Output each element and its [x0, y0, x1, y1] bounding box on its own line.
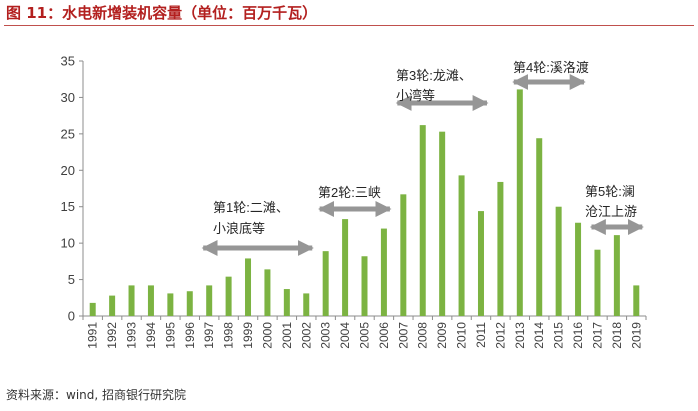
- x-tick-label: 2011: [474, 322, 488, 348]
- bar-2015: [555, 206, 562, 316]
- bar-1996: [186, 291, 193, 316]
- y-tick-label: 15: [61, 199, 75, 214]
- x-tick-label: 2009: [435, 322, 449, 349]
- y-tick-label: 10: [61, 236, 75, 251]
- bar-2007: [400, 194, 407, 316]
- y-tick-label: 25: [61, 126, 75, 141]
- x-tick-label: 2015: [552, 322, 566, 349]
- bar-1997: [206, 285, 213, 316]
- x-tick-label: 2016: [571, 322, 585, 349]
- bar-1995: [167, 293, 174, 316]
- y-tick-label: 5: [68, 272, 75, 287]
- x-tick-label: 1992: [105, 322, 119, 349]
- x-tick-label: 2019: [629, 322, 643, 349]
- bar-2011: [477, 211, 484, 316]
- period-label-3: 小湾等: [396, 88, 435, 103]
- x-tick-label: 2001: [280, 322, 294, 349]
- period-label-5: 沧江上游: [585, 204, 637, 219]
- y-tick-label: 30: [61, 90, 75, 105]
- bar-2016: [575, 222, 582, 316]
- bar-2013: [516, 89, 523, 317]
- period-label-3: 第3轮:龙滩、: [396, 68, 472, 83]
- x-tick-label: 1995: [163, 322, 177, 349]
- bar-1992: [109, 295, 116, 316]
- x-tick-label: 1996: [183, 322, 197, 349]
- bar-1999: [245, 258, 252, 316]
- bar-2019: [633, 285, 640, 316]
- x-tick-label: 2013: [513, 322, 527, 349]
- x-tick-label: 2018: [610, 322, 624, 349]
- x-tick-label: 2002: [299, 322, 313, 349]
- source-note: 资料来源：wind, 招商银行研究院: [6, 388, 187, 402]
- chart-title: 图 11：水电新增装机容量（单位：百万千瓦）: [6, 4, 318, 22]
- title-divider: [4, 25, 694, 26]
- period-label-4: 第4轮:溪洛渡: [513, 60, 589, 75]
- x-tick-label: 2006: [377, 322, 391, 349]
- bar-2009: [439, 131, 446, 316]
- x-tick-label: 1998: [222, 322, 236, 349]
- period-label-2: 第2轮:三峡: [318, 185, 381, 200]
- period-label-1: 第1轮:二滩、: [213, 200, 289, 215]
- bar-2002: [303, 293, 310, 316]
- bar-2006: [380, 228, 387, 316]
- y-tick-label: 0: [68, 309, 75, 324]
- x-tick-label: 2012: [493, 322, 507, 349]
- period-label-1: 小浪底等: [213, 221, 265, 236]
- bar-1993: [128, 285, 135, 316]
- period-label-5: 第5轮:澜: [585, 184, 635, 199]
- y-tick-label: 20: [61, 163, 75, 178]
- bar-2014: [536, 138, 543, 316]
- x-tick-label: 1999: [241, 322, 255, 349]
- x-tick-label: 1993: [125, 322, 139, 349]
- bar-2018: [613, 235, 620, 316]
- bar-1998: [225, 276, 232, 316]
- bar-2008: [419, 125, 426, 316]
- bar-2001: [283, 289, 290, 316]
- bar-2003: [322, 251, 329, 316]
- bar-2017: [594, 249, 601, 316]
- x-tick-label: 2007: [396, 322, 410, 349]
- bar-2004: [342, 219, 349, 316]
- bar-chart: 0 5 10 15 20 25 30 35 1991 1992 1993 1994 1995 1996 19…: [61, 54, 647, 349]
- bar-1991: [89, 302, 96, 316]
- x-tick-label: 2005: [358, 322, 372, 349]
- y-tick-label: 35: [61, 54, 75, 69]
- x-tick-label: 2000: [260, 322, 274, 349]
- x-tick-label: 1991: [86, 322, 100, 349]
- bar-2012: [497, 181, 504, 316]
- x-tick-label: 2003: [319, 322, 333, 349]
- bar-2005: [361, 256, 368, 316]
- x-tick-label: 2017: [590, 322, 604, 349]
- x-tick-label: 2014: [532, 322, 546, 349]
- x-tick-label: 1997: [202, 322, 216, 349]
- bar-1994: [147, 285, 154, 316]
- x-tick-label: 2004: [338, 322, 352, 349]
- bar-2010: [458, 175, 465, 316]
- x-tick-label: 2010: [455, 322, 469, 349]
- bar-2000: [264, 269, 271, 316]
- x-tick-label: 1994: [144, 322, 158, 349]
- x-tick-label: 2008: [416, 322, 430, 349]
